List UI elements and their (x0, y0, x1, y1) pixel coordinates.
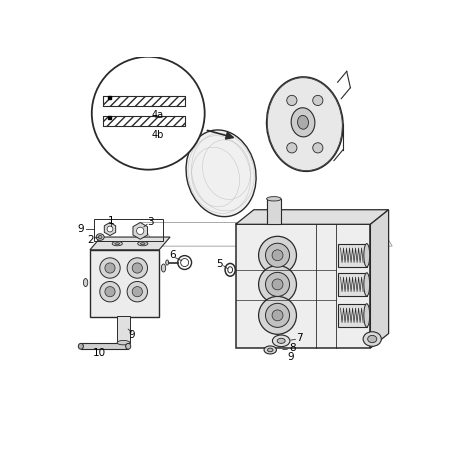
Ellipse shape (298, 115, 309, 129)
Circle shape (265, 272, 290, 297)
Circle shape (272, 250, 283, 261)
Text: 9: 9 (287, 351, 293, 361)
Ellipse shape (364, 273, 370, 296)
Circle shape (92, 57, 205, 170)
Ellipse shape (83, 279, 88, 287)
Bar (337, 244, 367, 267)
Circle shape (137, 227, 144, 235)
Ellipse shape (291, 108, 315, 137)
Ellipse shape (117, 341, 130, 345)
Ellipse shape (266, 197, 281, 201)
Bar (117, 316, 130, 342)
Ellipse shape (368, 335, 377, 342)
Polygon shape (370, 210, 389, 348)
Ellipse shape (277, 338, 285, 343)
Bar (337, 273, 367, 296)
Ellipse shape (166, 260, 169, 265)
Ellipse shape (96, 234, 104, 240)
Circle shape (100, 258, 120, 278)
Ellipse shape (264, 346, 276, 354)
Circle shape (132, 287, 142, 297)
Circle shape (313, 143, 323, 153)
Circle shape (259, 265, 296, 303)
Ellipse shape (267, 348, 273, 352)
Bar (81, 343, 128, 349)
Text: 1: 1 (108, 216, 114, 226)
Circle shape (127, 281, 147, 302)
Text: 2: 2 (87, 235, 94, 245)
Text: 7: 7 (296, 333, 303, 343)
Circle shape (272, 310, 283, 321)
Ellipse shape (186, 130, 256, 217)
Circle shape (265, 303, 290, 327)
Bar (266, 199, 281, 224)
Text: 10: 10 (92, 348, 106, 358)
Text: 5: 5 (217, 259, 223, 269)
Polygon shape (90, 237, 170, 250)
Bar (337, 304, 367, 327)
Ellipse shape (126, 343, 131, 349)
Ellipse shape (363, 332, 381, 346)
Circle shape (313, 96, 323, 105)
Circle shape (287, 96, 297, 105)
Circle shape (105, 263, 115, 273)
Circle shape (272, 279, 283, 290)
Bar (108, 116, 111, 119)
Polygon shape (133, 222, 147, 239)
Ellipse shape (364, 244, 370, 267)
Ellipse shape (161, 264, 166, 272)
Polygon shape (236, 224, 370, 348)
Circle shape (259, 297, 296, 334)
Ellipse shape (78, 343, 83, 349)
Ellipse shape (273, 335, 290, 347)
Bar (103, 116, 185, 126)
Bar (93, 219, 163, 241)
Circle shape (259, 236, 296, 274)
Text: 8: 8 (289, 343, 295, 353)
Bar (108, 96, 111, 99)
Circle shape (287, 143, 297, 153)
Ellipse shape (266, 77, 343, 171)
Polygon shape (236, 210, 389, 224)
Ellipse shape (115, 243, 119, 245)
Polygon shape (90, 250, 159, 317)
Circle shape (127, 258, 147, 278)
Text: 4b: 4b (152, 131, 164, 140)
Text: 4a: 4a (152, 110, 164, 120)
Circle shape (265, 243, 290, 267)
Circle shape (132, 263, 142, 273)
Text: 9: 9 (78, 224, 84, 234)
Ellipse shape (112, 241, 122, 246)
Circle shape (107, 226, 113, 232)
Text: 6: 6 (169, 250, 175, 260)
Bar (103, 96, 185, 106)
Ellipse shape (137, 241, 148, 246)
Text: 3: 3 (147, 218, 154, 228)
Ellipse shape (140, 243, 145, 245)
Polygon shape (104, 222, 116, 236)
Circle shape (100, 281, 120, 302)
Text: 9: 9 (128, 330, 135, 340)
Ellipse shape (364, 304, 370, 327)
Circle shape (105, 287, 115, 297)
Ellipse shape (98, 236, 102, 239)
